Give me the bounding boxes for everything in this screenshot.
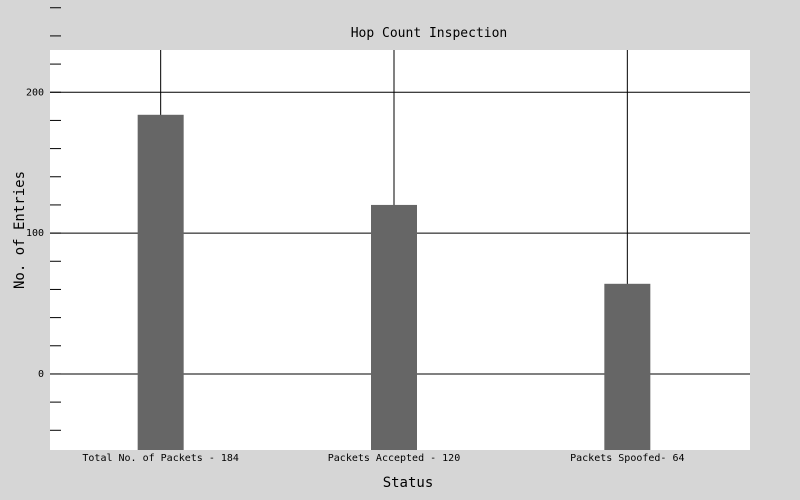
x-tick-label: Packets Accepted - 120 [328, 453, 460, 464]
x-axis-label: Status [383, 475, 434, 491]
bar [604, 283, 651, 450]
y-axis: 0 100 200 [26, 7, 61, 431]
y-tick-label: 100 [26, 228, 44, 239]
chart-title: Hop Count Inspection [351, 26, 508, 41]
y-axis-label: No. of Entries [12, 171, 28, 289]
x-tick-label: Packets Spoofed- 64 [570, 453, 684, 464]
bar [137, 114, 184, 451]
x-axis: Total No. of Packets - 184 Packets Accept… [82, 453, 684, 464]
y-tick-label: 200 [26, 87, 44, 98]
x-tick-label: Total No. of Packets - 184 [82, 453, 239, 464]
bars [137, 114, 651, 451]
bar [371, 204, 417, 450]
y-tick-label: 0 [38, 369, 44, 380]
